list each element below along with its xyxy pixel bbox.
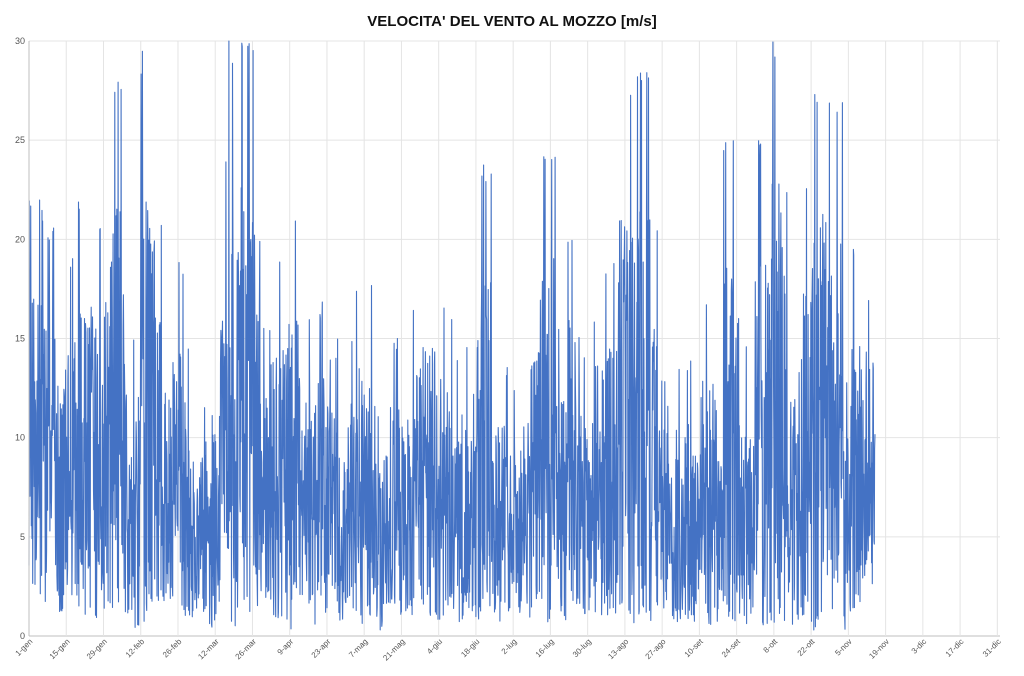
series-line-wind-speed bbox=[28, 40, 876, 631]
series-layer bbox=[28, 40, 876, 631]
y-tick-label: 0 bbox=[20, 631, 25, 641]
y-tick-label: 10 bbox=[15, 433, 25, 443]
y-tick-label: 5 bbox=[20, 532, 25, 542]
y-tick-label: 30 bbox=[15, 36, 25, 46]
y-tick-label: 15 bbox=[15, 334, 25, 344]
y-tick-label: 20 bbox=[15, 234, 25, 244]
y-tick-label: 25 bbox=[15, 135, 25, 145]
chart-title: VELOCITA' DEL VENTO AL MOZZO [m/s] bbox=[367, 13, 656, 30]
